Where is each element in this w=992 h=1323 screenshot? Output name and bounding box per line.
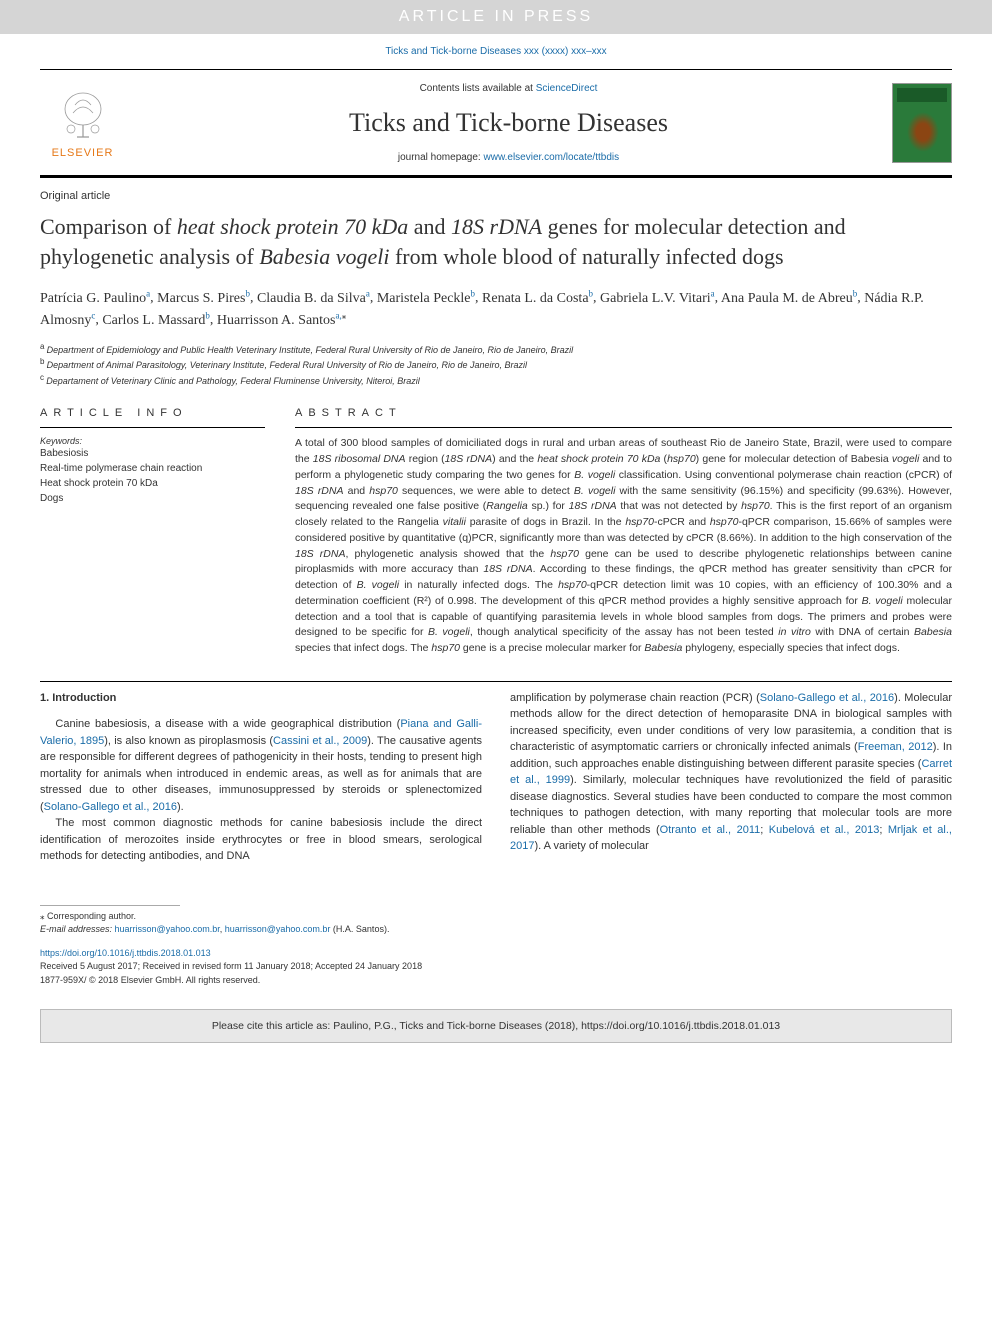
homepage-link[interactable]: www.elsevier.com/locate/ttbdis bbox=[484, 152, 620, 163]
title-italic: heat shock protein 70 kDa bbox=[177, 214, 408, 239]
author-affiliation-marker: b bbox=[589, 288, 594, 298]
keyword: Heat shock protein 70 kDa bbox=[40, 476, 265, 491]
author-affiliation-marker: b bbox=[245, 288, 250, 298]
body-text: ). bbox=[177, 801, 184, 813]
email-link[interactable]: huarrisson@yahoo.com.br bbox=[115, 924, 220, 934]
received-line: Received 5 August 2017; Received in revi… bbox=[40, 960, 952, 974]
introduction-heading: 1. Introduction bbox=[40, 690, 482, 707]
doi-line: https://doi.org/10.1016/j.ttbdis.2018.01… bbox=[40, 947, 952, 961]
author-affiliation-marker: b bbox=[471, 288, 476, 298]
author: Huarrisson A. Santosa,⁎ bbox=[217, 313, 346, 328]
title-text: Comparison of bbox=[40, 214, 177, 239]
homepage-prefix: journal homepage: bbox=[398, 152, 484, 163]
intro-p1: Canine babesiosis, a disease with a wide… bbox=[40, 716, 482, 815]
info-abstract-row: ARTICLE INFO Keywords: BabesiosisReal-ti… bbox=[40, 407, 952, 657]
page-content: Ticks and Tick-borne Diseases xxx (xxxx)… bbox=[0, 46, 992, 987]
keyword: Real-time polymerase chain reaction bbox=[40, 461, 265, 476]
author: Claudia B. da Silvaa bbox=[257, 291, 370, 306]
in-press-banner: ARTICLE IN PRESS bbox=[0, 0, 992, 34]
email-suffix: (H.A. Santos). bbox=[330, 924, 389, 934]
author-affiliation-marker: c bbox=[91, 310, 95, 320]
author-affiliation-marker: a bbox=[711, 288, 715, 298]
author: Renata L. da Costab bbox=[482, 291, 593, 306]
column-left: 1. Introduction Canine babesiosis, a dis… bbox=[40, 690, 482, 865]
article-type: Original article bbox=[40, 190, 952, 202]
citation-link[interactable]: Kubelová et al., 2013 bbox=[769, 824, 880, 836]
email-line: E-mail addresses: huarrisson@yahoo.com.b… bbox=[40, 923, 952, 937]
affiliations-list: a Department of Epidemiology and Public … bbox=[40, 341, 952, 388]
citation-link[interactable]: Freeman, 2012 bbox=[858, 741, 933, 753]
homepage-line: journal homepage: www.elsevier.com/locat… bbox=[145, 152, 872, 163]
contents-available-line: Contents lists available at ScienceDirec… bbox=[145, 83, 872, 94]
elsevier-logo-text: ELSEVIER bbox=[52, 147, 114, 159]
doi-link[interactable]: https://doi.org/10.1016/j.ttbdis.2018.01… bbox=[40, 948, 211, 958]
citation-link[interactable]: Solano-Gallego et al., 2016 bbox=[760, 692, 894, 704]
authors-list: Patrícia G. Paulinoa, Marcus S. Piresb, … bbox=[40, 287, 952, 330]
author-affiliation-marker: b bbox=[853, 288, 858, 298]
intro-p3: amplification by polymerase chain reacti… bbox=[510, 690, 952, 855]
elsevier-tree-icon bbox=[53, 87, 113, 145]
intro-p2: The most common diagnostic methods for c… bbox=[40, 815, 482, 865]
title-italic: 18S rDNA bbox=[451, 214, 542, 239]
body-text: ; bbox=[760, 824, 769, 836]
author-affiliation-marker: b bbox=[205, 310, 210, 320]
abstract-heading: ABSTRACT bbox=[295, 407, 952, 419]
citation-link[interactable]: Otranto et al., 2011 bbox=[660, 824, 761, 836]
title-text: from whole blood of naturally infected d… bbox=[389, 244, 783, 269]
email-label: E-mail addresses: bbox=[40, 924, 115, 934]
affiliation: b Department of Animal Parasitology, Vet… bbox=[40, 356, 952, 372]
footnote-divider bbox=[40, 905, 180, 906]
body-text: ). A variety of molecular bbox=[534, 840, 648, 852]
article-info: ARTICLE INFO Keywords: BabesiosisReal-ti… bbox=[40, 407, 265, 657]
sciencedirect-link[interactable]: ScienceDirect bbox=[536, 83, 598, 94]
keyword: Babesiosis bbox=[40, 446, 265, 461]
article-info-heading: ARTICLE INFO bbox=[40, 407, 265, 419]
author: Gabriela L.V. Vitaria bbox=[600, 291, 715, 306]
journal-title: Ticks and Tick-borne Diseases bbox=[145, 108, 872, 138]
author: Maristela Peckleb bbox=[377, 291, 475, 306]
divider bbox=[295, 427, 952, 428]
title-italic: Babesia vogeli bbox=[259, 244, 389, 269]
divider bbox=[40, 681, 952, 682]
header-center: Contents lists available at ScienceDirec… bbox=[145, 83, 872, 163]
citation-link[interactable]: Cassini et al., 2009 bbox=[273, 735, 367, 747]
column-right: amplification by polymerase chain reacti… bbox=[510, 690, 952, 865]
footer-block: ⁎ Corresponding author. E-mail addresses… bbox=[40, 905, 952, 988]
title-text: and bbox=[408, 214, 451, 239]
divider bbox=[40, 427, 265, 428]
corresponding-author-note: ⁎ Corresponding author. bbox=[40, 910, 952, 924]
copyright-line: 1877-959X/ © 2018 Elsevier GmbH. All rig… bbox=[40, 974, 952, 988]
author-affiliation-marker: a bbox=[366, 288, 370, 298]
citation-link[interactable]: Solano-Gallego et al., 2016 bbox=[44, 801, 177, 813]
body-text: ), is also known as piroplasmosis ( bbox=[104, 735, 273, 747]
journal-header: ELSEVIER Contents lists available at Sci… bbox=[40, 69, 952, 178]
author-affiliation-marker: a bbox=[146, 288, 150, 298]
email-link[interactable]: huarrisson@yahoo.com.br bbox=[225, 924, 331, 934]
contents-prefix: Contents lists available at bbox=[420, 83, 536, 94]
abstract-text: A total of 300 blood samples of domicili… bbox=[295, 436, 952, 657]
citation-header: Ticks and Tick-borne Diseases xxx (xxxx)… bbox=[40, 46, 952, 57]
corresponding-marker: ⁎ bbox=[342, 310, 347, 320]
body-text: Canine babesiosis, a disease with a wide… bbox=[55, 718, 400, 730]
author: Carlos L. Massardb bbox=[102, 313, 210, 328]
keywords-list: BabesiosisReal-time polymerase chain rea… bbox=[40, 446, 265, 506]
abstract: ABSTRACT A total of 300 blood samples of… bbox=[295, 407, 952, 657]
keyword: Dogs bbox=[40, 491, 265, 506]
keywords-label: Keywords: bbox=[40, 436, 265, 446]
author: Marcus S. Piresb bbox=[157, 291, 250, 306]
author: Ana Paula M. de Abreub bbox=[721, 291, 857, 306]
affiliation: c Departament of Veterinary Clinic and P… bbox=[40, 372, 952, 388]
citation-bar: Please cite this article as: Paulino, P.… bbox=[40, 1009, 952, 1043]
author: Patrícia G. Paulinoa bbox=[40, 291, 150, 306]
affiliation: a Department of Epidemiology and Public … bbox=[40, 341, 952, 357]
journal-cover-thumbnail bbox=[892, 83, 952, 163]
elsevier-logo: ELSEVIER bbox=[40, 80, 125, 165]
body-columns: 1. Introduction Canine babesiosis, a dis… bbox=[40, 690, 952, 865]
article-title: Comparison of heat shock protein 70 kDa … bbox=[40, 212, 952, 271]
body-text: ; bbox=[879, 824, 888, 836]
body-text: amplification by polymerase chain reacti… bbox=[510, 692, 760, 704]
